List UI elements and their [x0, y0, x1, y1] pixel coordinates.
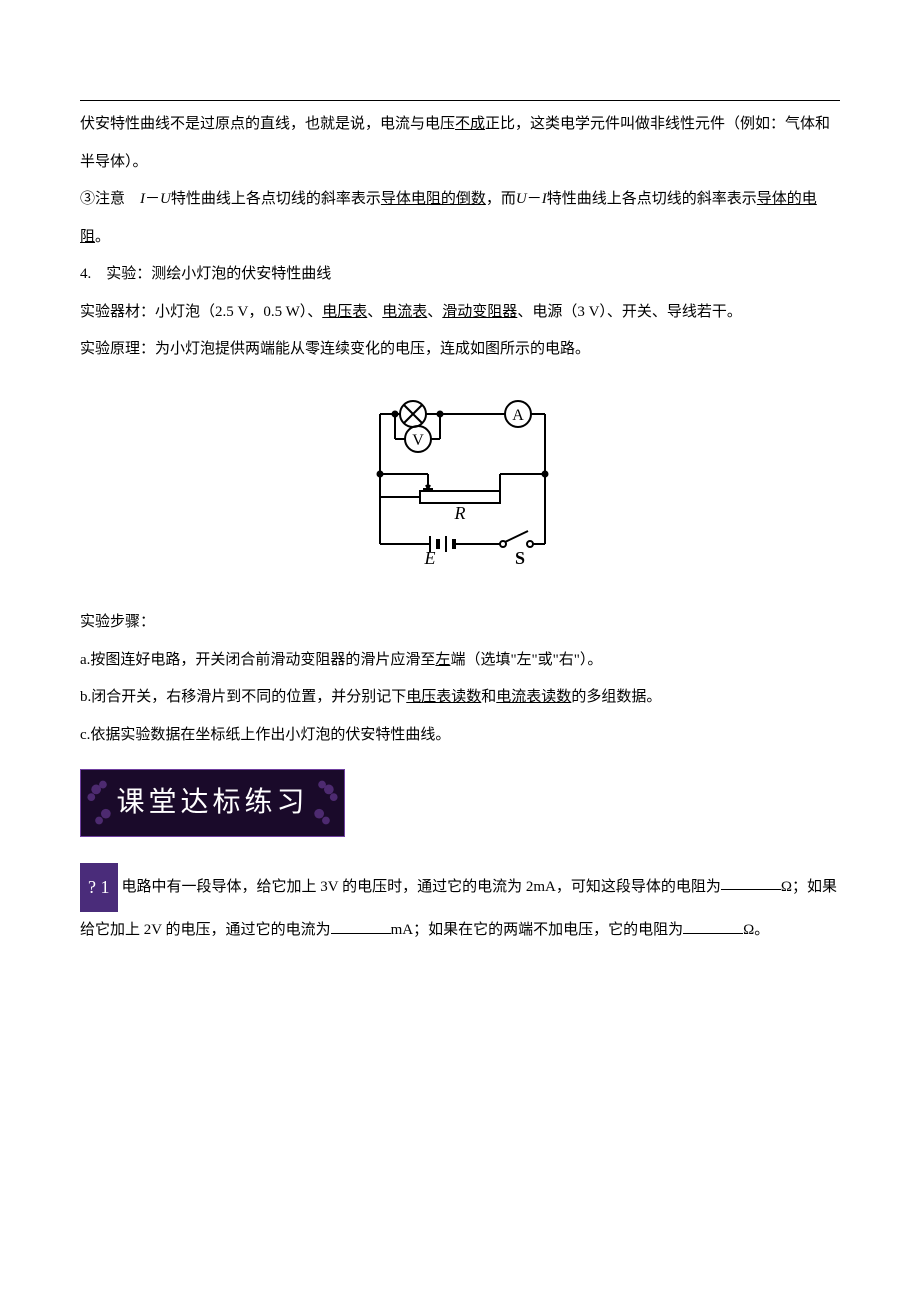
switch-label: S	[515, 548, 525, 568]
text: －	[527, 191, 542, 207]
text: b.闭合开关，右移滑片到不同的位置，并分别记下	[80, 689, 406, 705]
text: －	[145, 191, 160, 207]
text: 端（选填"左"或"右"）。	[450, 652, 602, 668]
text: 电路中有一段导体，给它加上 3V 的电压时，通过它的电流为 2mA，可知这段导体…	[122, 878, 721, 894]
circuit-svg: A V R E S	[350, 389, 570, 569]
var-u: U	[516, 191, 527, 207]
underlined-text: 电流表读数	[496, 689, 571, 705]
underlined-text: 左	[435, 652, 450, 668]
principle-line: 实验原理：为小灯泡提供两端能从零连续变化的电压，连成如图所示的电路。	[80, 331, 840, 369]
text: 、	[367, 304, 382, 320]
ammeter-label: A	[512, 407, 524, 424]
text: 、电源（3 V）、开关、导线若干。	[517, 304, 742, 320]
step-c: c.依据实验数据在坐标纸上作出小灯泡的伏安特性曲线。	[80, 717, 840, 755]
paragraph-1: 伏安特性曲线不是过原点的直线，也就是说，电流与电压不成正比，这类电学元件叫做非线…	[80, 106, 840, 181]
text: 特性曲线上各点切线的斜率表示	[171, 191, 381, 207]
underlined-text: 滑动变阻器	[442, 304, 517, 320]
paragraph-2: ③注意 I－U特性曲线上各点切线的斜率表示导体电阻的倒数，而U－I特性曲线上各点…	[80, 181, 840, 256]
heading-4: 4. 实验：测绘小灯泡的伏安特性曲线	[80, 256, 840, 294]
text: 的多组数据。	[571, 689, 661, 705]
section-banner: 课堂达标练习	[80, 769, 345, 837]
voltmeter-label: V	[412, 432, 424, 449]
fill-blank	[683, 919, 743, 934]
fill-blank	[331, 919, 391, 934]
text: 。	[95, 229, 110, 245]
text: 特性曲线上各点切线的斜率表示	[547, 191, 757, 207]
equipment-line: 实验器材：小灯泡（2.5 V，0.5 W）、电压表、电流表、滑动变阻器、电源（3…	[80, 294, 840, 332]
underlined-text: 电压表读数	[406, 689, 481, 705]
underlined-text: 不成	[455, 116, 485, 132]
text: ，而	[486, 191, 516, 207]
var-u: U	[160, 191, 171, 207]
text: ③注意	[80, 191, 140, 207]
text: a.按图连好电路，开关闭合前滑动变阻器的滑片应滑至	[80, 652, 435, 668]
fill-blank	[721, 875, 781, 890]
step-a: a.按图连好电路，开关闭合前滑动变阻器的滑片应滑至左端（选填"左"或"右"）。	[80, 642, 840, 680]
steps-heading: 实验步骤：	[80, 604, 840, 642]
underlined-text: 电流表	[382, 304, 427, 320]
text: Ω。	[743, 922, 769, 938]
underlined-text: 导体电阻的倒数	[381, 191, 486, 207]
text: 、	[427, 304, 442, 320]
top-divider	[80, 100, 840, 101]
step-b: b.闭合开关，右移滑片到不同的位置，并分别记下电压表读数和电流表读数的多组数据。	[80, 679, 840, 717]
banner-text: 课堂达标练习	[116, 768, 308, 838]
circuit-diagram: A V R E S	[80, 389, 840, 585]
banner-flower-right-icon	[304, 770, 344, 836]
emf-label: E	[424, 548, 436, 568]
question-badge: ? 1	[80, 863, 118, 912]
text: 伏安特性曲线不是过原点的直线，也就是说，电流与电压	[80, 116, 455, 132]
banner-flower-left-icon	[81, 770, 121, 836]
underlined-text: 电压表	[322, 304, 367, 320]
text: 实验器材：小灯泡（2.5 V，0.5 W）、	[80, 304, 322, 320]
text: mA；如果在它的两端不加电压，它的电阻为	[391, 922, 684, 938]
rheostat-label: R	[454, 503, 466, 523]
text: 和	[481, 689, 496, 705]
question-1: ? 1电路中有一段导体，给它加上 3V 的电压时，通过它的电流为 2mA，可知这…	[80, 863, 840, 950]
